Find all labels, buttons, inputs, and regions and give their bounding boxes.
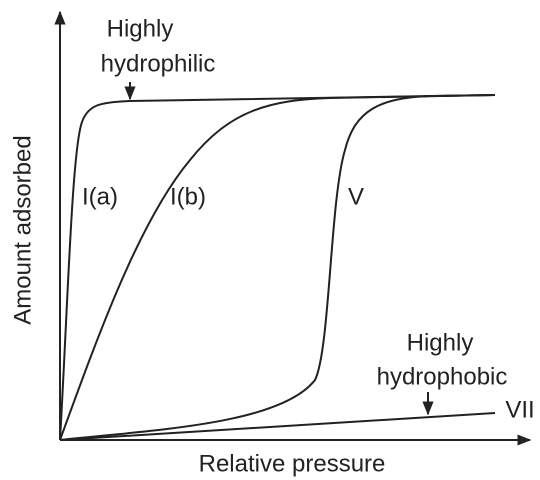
curve-vii (59, 412, 496, 441)
curve-i-b (59, 94, 496, 441)
annotation: Highly (107, 15, 174, 42)
y-axis-label: Amount adsorbed (9, 135, 36, 324)
curve-i-a (59, 94, 496, 441)
x-axis-label: Relative pressure (199, 450, 386, 477)
curve-label: I(b) (170, 183, 206, 210)
curve-label: VII (505, 396, 534, 423)
curve-v (59, 94, 496, 441)
annotation: Highly (407, 329, 474, 356)
annotation: hydrophilic (101, 50, 216, 77)
curve-label: V (348, 183, 364, 210)
annotation: hydrophobic (377, 363, 508, 390)
curve-label: I(a) (82, 183, 118, 210)
